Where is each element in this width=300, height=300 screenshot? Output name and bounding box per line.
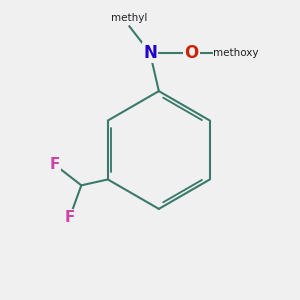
Text: methyl: methyl: [111, 14, 148, 23]
Text: F: F: [64, 210, 75, 225]
Text: N: N: [143, 44, 157, 62]
Text: O: O: [184, 44, 198, 62]
Text: methoxy: methoxy: [213, 48, 259, 58]
Text: F: F: [50, 157, 60, 172]
